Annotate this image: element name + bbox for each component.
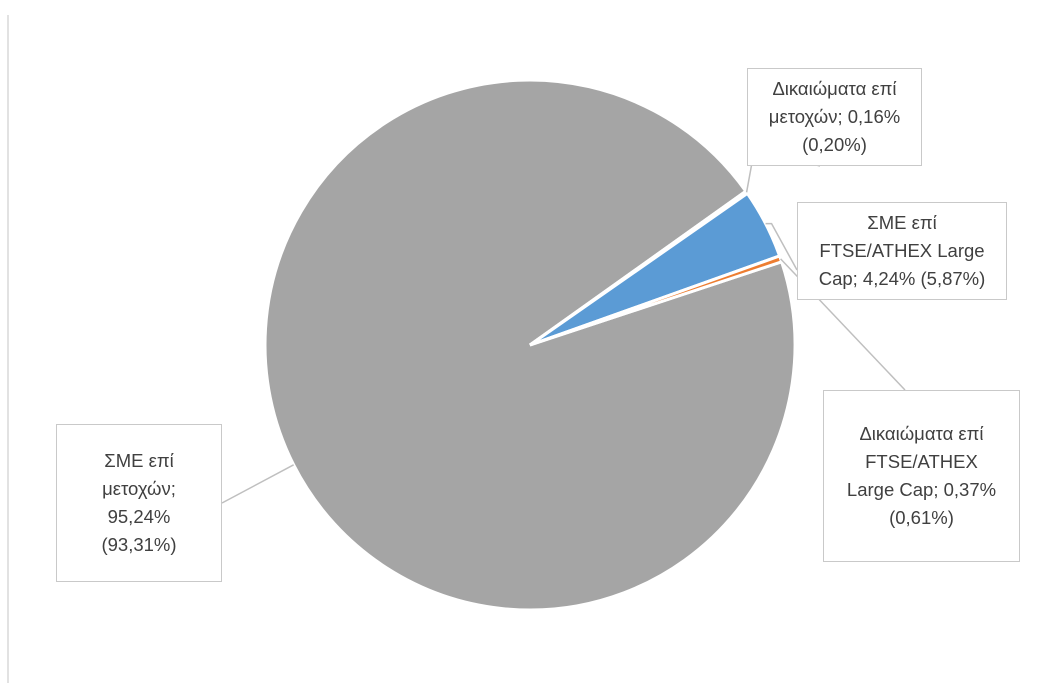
- leader-sme-ftse: [765, 222, 798, 271]
- data-label-sme-stocks: ΣΜΕ επί μετοχών; 95,24% (93,31%): [56, 424, 222, 582]
- leader-sme-stocks: [221, 464, 294, 504]
- data-label-sme-ftse: ΣΜΕ επί FTSE/ATHEX Large Cap; 4,24% (5,8…: [797, 202, 1007, 300]
- data-label-rights-ftse: Δικαιώματα επί FTSE/ATHEX Large Cap; 0,3…: [823, 390, 1020, 562]
- data-label-rights-stocks: Δικαιώματα επί μετοχών; 0,16% (0,20%): [747, 68, 922, 166]
